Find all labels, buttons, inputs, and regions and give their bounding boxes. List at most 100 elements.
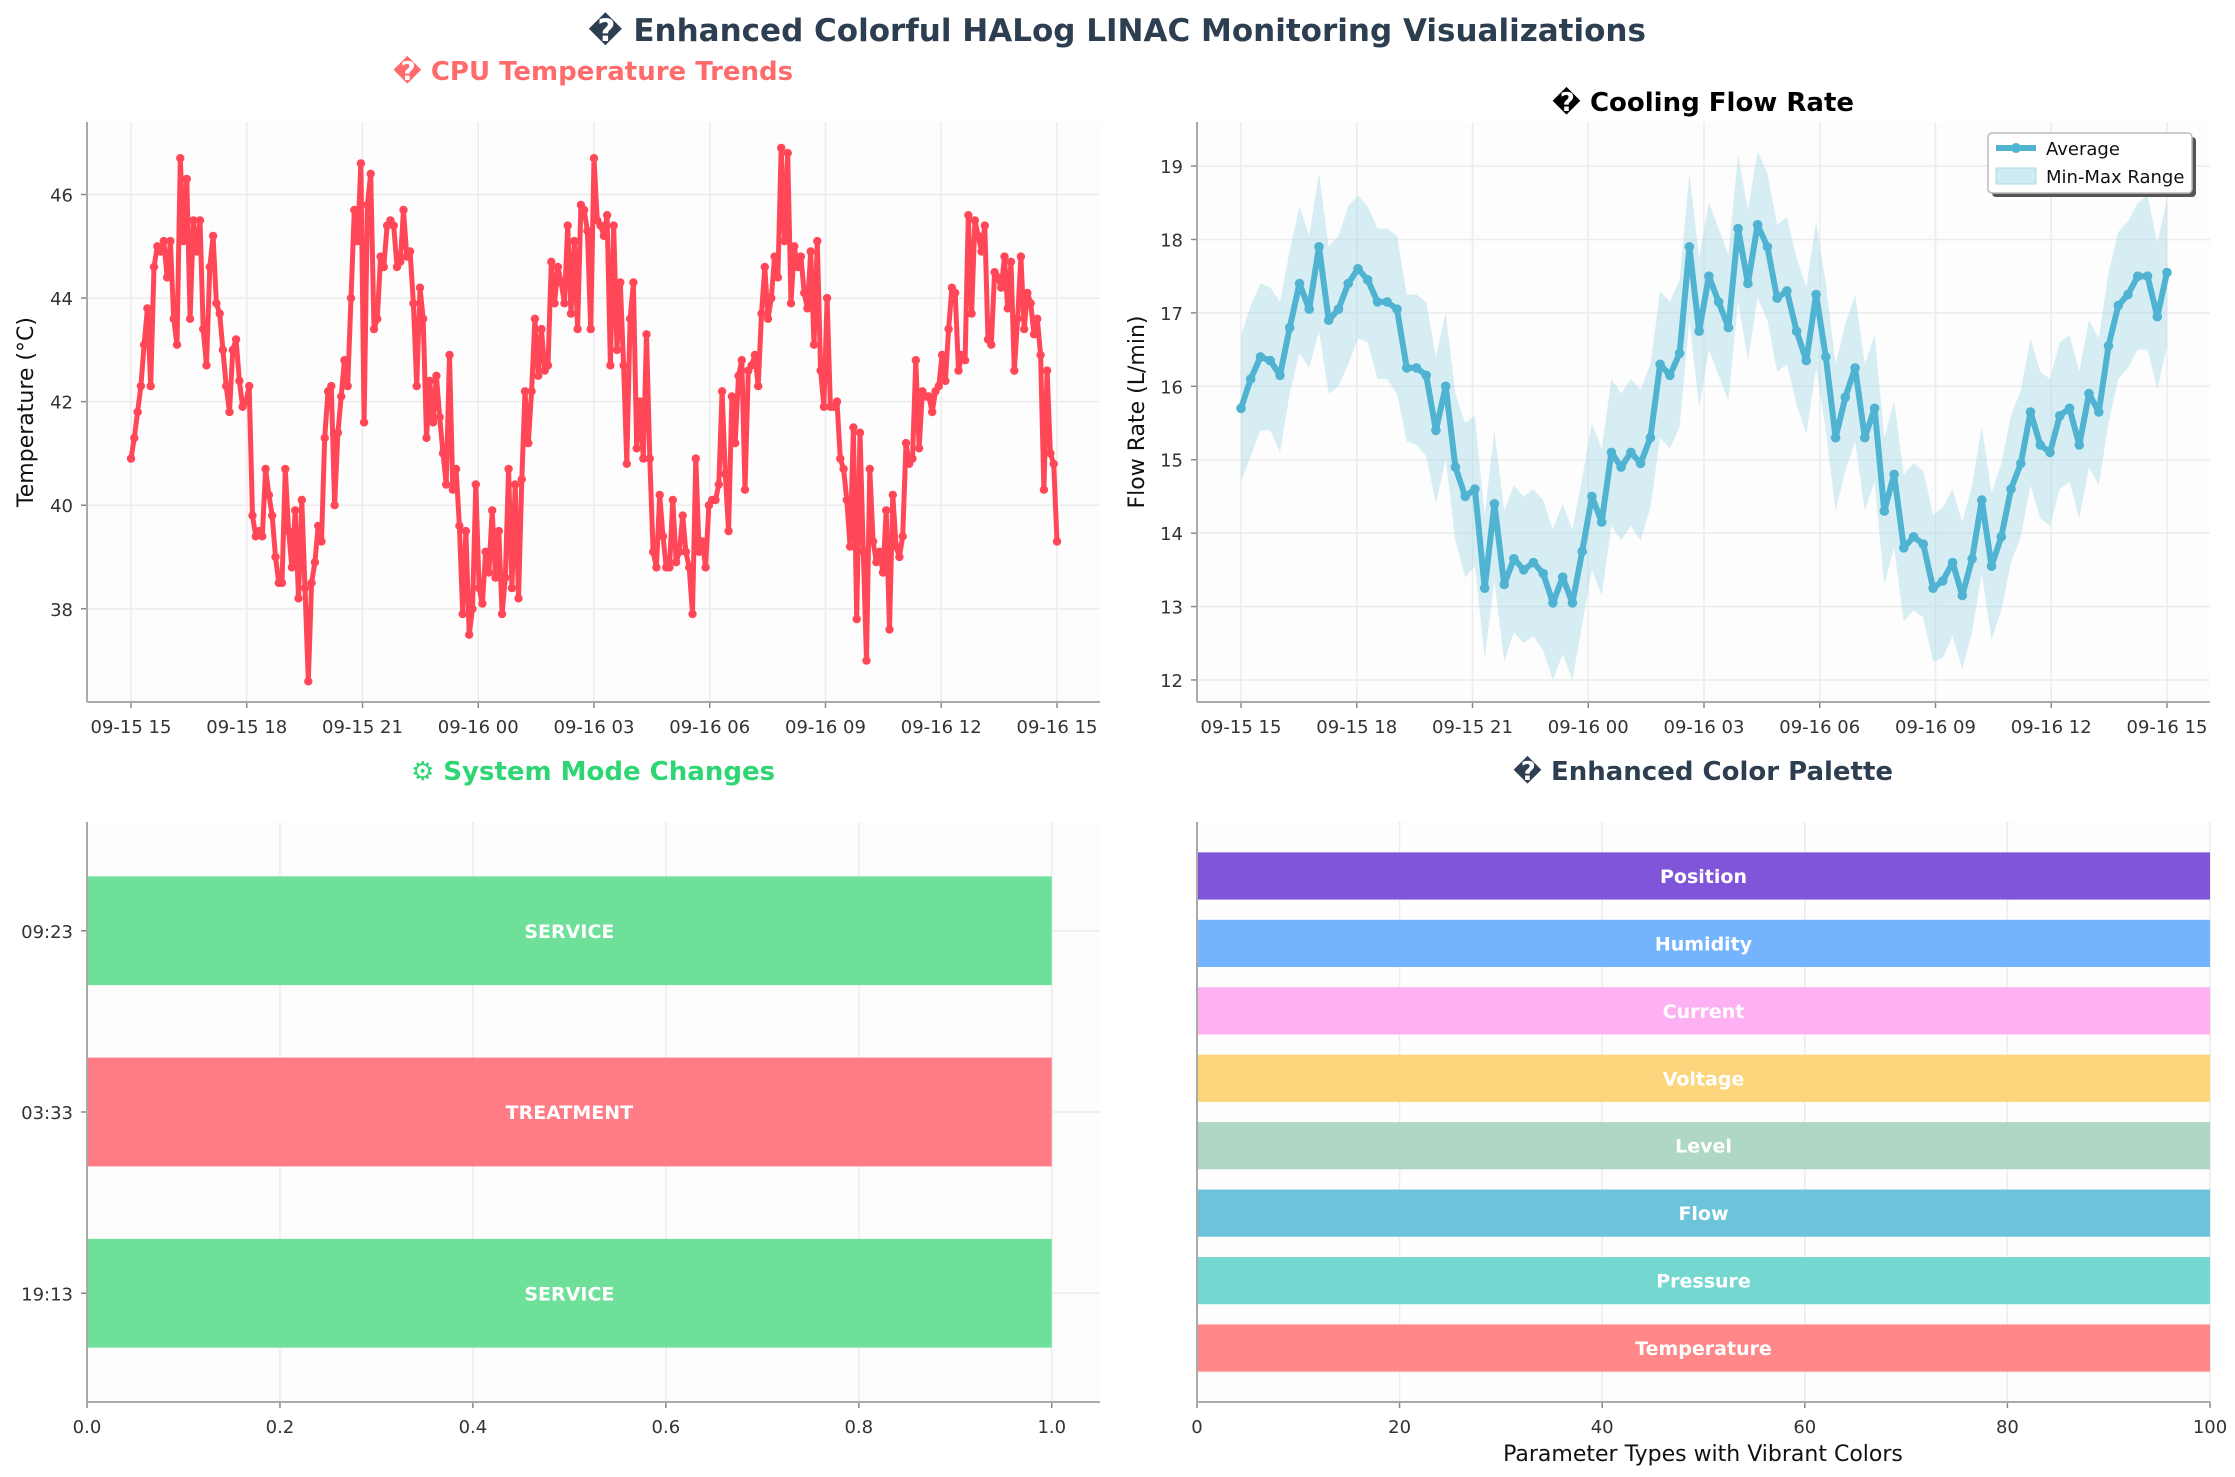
cpu-data-point bbox=[813, 236, 822, 246]
mode-x-tick-label: 0.2 bbox=[266, 1417, 295, 1438]
flow-data-point bbox=[1743, 278, 1753, 289]
cpu-data-point bbox=[366, 169, 375, 178]
flow-axis-ticks: 09-15 15 09-15 18 09-15 21 09-16 00 09-16 03… bbox=[1160, 157, 2207, 738]
flow-data-point bbox=[1606, 447, 1617, 458]
cpu-data-point bbox=[412, 381, 421, 391]
cpu-data-point bbox=[471, 480, 480, 489]
cpu-data-point bbox=[819, 402, 829, 411]
cpu-data-point bbox=[340, 356, 349, 365]
cpu-data-point bbox=[176, 154, 185, 163]
cpu-data-point bbox=[875, 547, 884, 556]
cpu-data-point bbox=[635, 397, 645, 406]
flow-data-point bbox=[1557, 572, 1568, 582]
palette-x-tick-label: 0 bbox=[1191, 1417, 1202, 1438]
flow-data-point bbox=[2152, 311, 2163, 322]
cpu-data-point bbox=[868, 537, 878, 546]
flow-data-point bbox=[1821, 352, 1831, 362]
palette-bar bbox=[1197, 919, 2210, 967]
cpu-data-point bbox=[491, 573, 500, 582]
cpu-data-point bbox=[655, 490, 664, 500]
cpu-data-point bbox=[652, 563, 661, 572]
flow-x-tick-label: 09-15 15 bbox=[1201, 717, 1282, 738]
cpu-data-point bbox=[642, 330, 651, 339]
flow-data-point bbox=[1499, 579, 1509, 590]
cpu-data-point bbox=[750, 350, 760, 360]
cpu-data-point bbox=[579, 205, 589, 215]
cpu-data-point bbox=[845, 542, 855, 551]
cpu-data-point bbox=[139, 340, 149, 349]
cpu-data-point bbox=[803, 304, 812, 313]
cpu-data-point bbox=[842, 495, 851, 505]
cpu-data-point bbox=[484, 568, 494, 577]
cpu-data-point bbox=[980, 221, 989, 230]
cpu-data-point bbox=[294, 594, 303, 603]
cpu-data-point bbox=[419, 314, 428, 323]
cpu-data-point bbox=[169, 314, 178, 323]
cpu-data-point bbox=[225, 407, 234, 417]
cpu-data-point bbox=[307, 578, 316, 588]
cpu-data-point bbox=[1016, 252, 1026, 261]
flow-data-point bbox=[1401, 363, 1412, 373]
cpu-data-point bbox=[136, 381, 146, 391]
cpu-x-tick-label: 09-16 09 bbox=[785, 717, 866, 738]
cpu-y-tick-label: 40 bbox=[50, 496, 73, 517]
cpu-data-point bbox=[218, 345, 228, 355]
palette-bar-label: Flow bbox=[1678, 1203, 1728, 1225]
palette-x-tick-label: 20 bbox=[1388, 1417, 1411, 1438]
palette-x-axis-label: Parameter Types with Vibrant Colors bbox=[1503, 1442, 1903, 1467]
cpu-x-tick-label: 09-16 12 bbox=[901, 717, 982, 738]
cpu-data-point bbox=[622, 459, 631, 468]
cpu-data-point bbox=[291, 506, 300, 515]
cpu-data-point bbox=[760, 262, 769, 272]
flow-x-tick-label: 09-16 15 bbox=[2127, 717, 2208, 738]
cpu-data-point bbox=[602, 211, 612, 220]
cpu-data-point bbox=[977, 247, 986, 256]
cpu-data-point bbox=[179, 236, 188, 246]
palette-bar-label: Pressure bbox=[1656, 1271, 1751, 1293]
cpu-data-point bbox=[478, 599, 487, 608]
cpu-data-point bbox=[685, 563, 694, 572]
cpu-data-point bbox=[616, 278, 625, 287]
cpu-axis-ticks: 09-15 15 09-15 18 09-15 21 09-16 00 09-16 03… bbox=[50, 186, 1097, 739]
palette-x-tick-label: 100 bbox=[2193, 1417, 2227, 1438]
cpu-data-point bbox=[442, 480, 451, 489]
cpu-data-point bbox=[763, 314, 773, 323]
palette-plot-background bbox=[1197, 822, 2210, 1402]
cpu-data-point bbox=[701, 563, 710, 572]
cooling-flow-panel: � Cooling Flow Rate Flow Rate (L/min) 09… bbox=[1125, 87, 2210, 738]
cpu-data-point bbox=[126, 454, 136, 463]
cpu-data-point bbox=[534, 371, 543, 380]
cpu-data-point bbox=[557, 278, 566, 287]
cpu-data-point bbox=[1003, 304, 1012, 313]
flow-data-point bbox=[1655, 359, 1665, 370]
cpu-data-point bbox=[740, 485, 750, 494]
cpu-data-point bbox=[1019, 324, 1029, 334]
mode-bar-label: SERVICE bbox=[524, 921, 614, 943]
cpu-data-point bbox=[277, 578, 287, 588]
flow-data-point bbox=[1879, 506, 1890, 516]
cpu-data-point bbox=[438, 449, 448, 458]
cpu-data-point bbox=[507, 583, 517, 593]
palette-bar bbox=[1197, 1257, 2210, 1305]
cpu-data-point bbox=[1023, 288, 1032, 298]
cpu-data-point bbox=[520, 387, 530, 396]
flow-average-series-points bbox=[1236, 220, 2172, 608]
cpu-data-point bbox=[537, 324, 546, 334]
cpu-x-tick-label: 09-16 03 bbox=[554, 717, 635, 738]
cpu-data-point bbox=[1013, 314, 1022, 323]
cpu-data-point bbox=[648, 547, 658, 556]
mode-x-tick-label: 0.8 bbox=[844, 1417, 873, 1438]
flow-data-point bbox=[1996, 532, 2007, 542]
cpu-data-point bbox=[143, 304, 152, 313]
cpu-data-point bbox=[399, 205, 408, 215]
cpu-data-point bbox=[504, 464, 513, 474]
flow-data-point bbox=[1538, 568, 1548, 579]
color-palette-panel: � Enhanced Color Palette Temperature Pres… bbox=[1191, 756, 2227, 1467]
flow-data-point bbox=[2113, 300, 2124, 311]
flow-data-point bbox=[1479, 583, 1490, 593]
cpu-data-point bbox=[314, 521, 323, 531]
cpu-data-point bbox=[954, 366, 963, 375]
cpu-data-point bbox=[951, 288, 960, 298]
cpu-data-point bbox=[389, 221, 398, 230]
cpu-data-point bbox=[895, 552, 904, 562]
